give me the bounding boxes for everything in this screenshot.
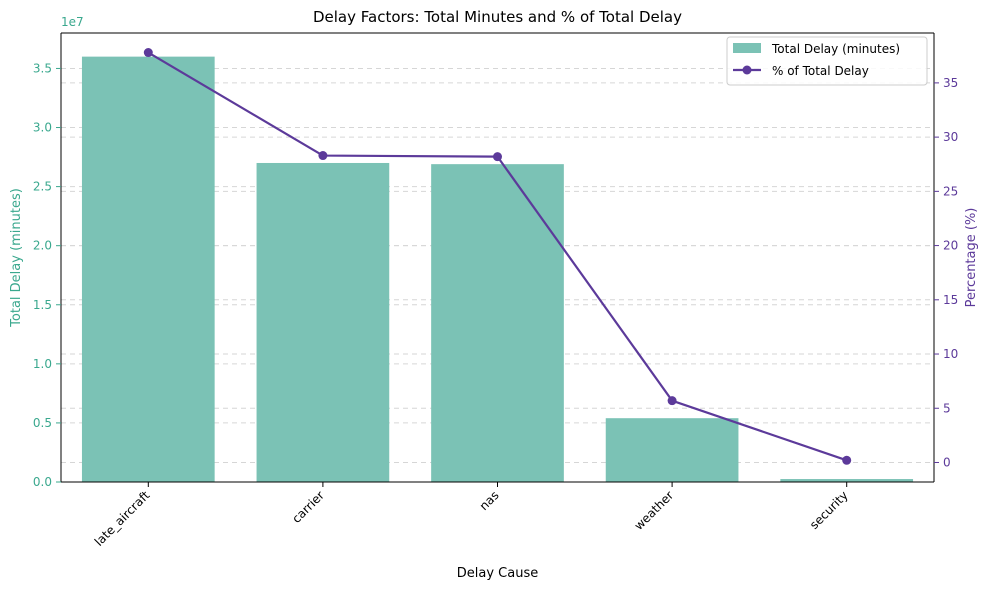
line-series	[143, 48, 852, 465]
line-point	[667, 396, 677, 406]
legend-line-marker	[742, 65, 752, 75]
right-axis-label: Percentage (%)	[964, 208, 979, 308]
left-axis-label: Total Delay (minutes)	[9, 188, 24, 328]
x-tick-label: weather	[632, 488, 677, 533]
left-tick-label: 2.5	[33, 180, 52, 194]
bar	[780, 479, 914, 482]
x-tick-label: security	[807, 488, 851, 532]
bar	[256, 162, 390, 482]
right-tick-label: 25	[943, 184, 958, 198]
left-tick-label: 3.0	[33, 121, 52, 135]
bar	[605, 418, 739, 482]
chart-title: Delay Factors: Total Minutes and % of To…	[313, 8, 682, 26]
line-point	[493, 152, 502, 162]
left-tick-label: 2.0	[33, 239, 52, 253]
right-tick-label: 20	[943, 239, 958, 253]
right-tick-label: 5	[943, 401, 951, 415]
left-axis-offset-label: 1e7	[61, 15, 84, 29]
right-tick-label: 30	[943, 130, 958, 144]
legend-bar-swatch	[733, 43, 761, 53]
right-tick-label: 35	[943, 76, 958, 90]
left-tick-label: 1.5	[33, 298, 52, 312]
left-tick-label: 1.0	[33, 357, 52, 371]
left-tick-label: 3.5	[33, 61, 52, 75]
bar	[81, 56, 215, 482]
legend: Total Delay (minutes) % of Total Delay	[726, 36, 928, 86]
line-point	[842, 455, 852, 465]
x-tick-label: carrier	[289, 488, 327, 526]
x-tick-label: nas	[477, 488, 502, 513]
right-tick-label: 0	[943, 455, 951, 469]
legend-frame	[726, 36, 928, 86]
bar	[431, 164, 564, 482]
x-axis-label: Delay Cause	[457, 566, 538, 581]
line-point	[143, 48, 153, 58]
legend-line-label: % of Total Delay	[772, 64, 869, 78]
line-point	[318, 151, 328, 161]
left-tick-label: 0.0	[33, 475, 52, 489]
right-tick-label: 10	[943, 347, 958, 361]
right-tick-label: 15	[943, 293, 958, 307]
legend-bar-label: Total Delay (minutes)	[771, 42, 900, 56]
bar-series	[81, 56, 914, 482]
left-tick-label: 0.5	[33, 416, 52, 430]
x-tick-label: late_aircraft	[92, 488, 153, 549]
